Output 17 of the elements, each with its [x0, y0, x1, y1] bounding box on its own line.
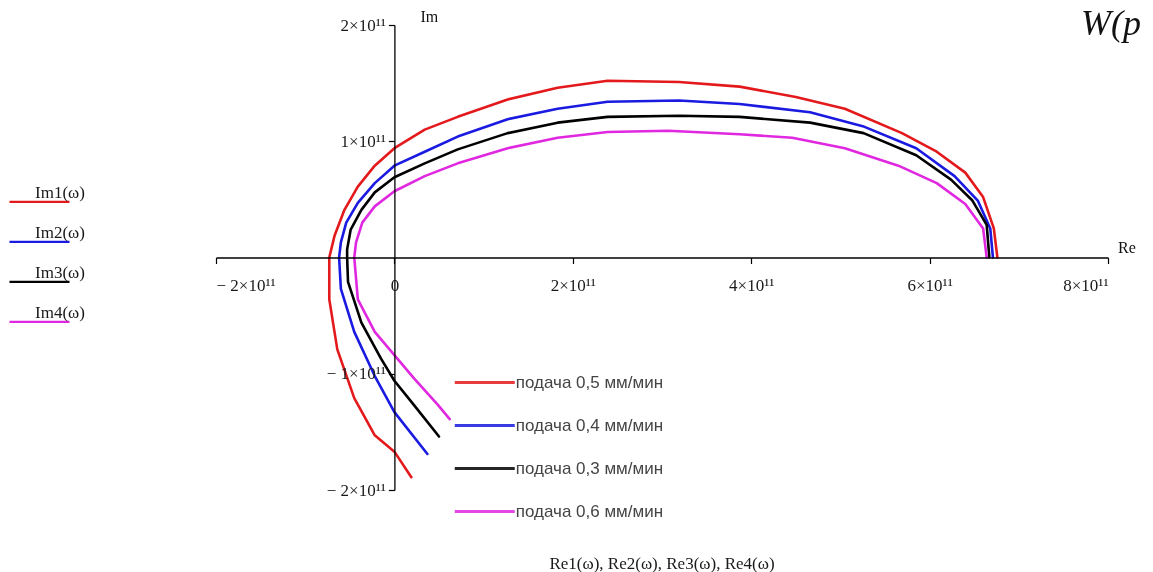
text: Re	[1118, 238, 1136, 256]
text: Im1(ω) Im2(ω) Im3(ω) Im4(ω)	[35, 182, 85, 322]
x-tick-label: 2×10¹¹	[550, 276, 596, 295]
text: Im	[420, 8, 439, 25]
x-tick-label: − 2×10¹¹	[216, 276, 276, 295]
x-tick-label: 6×10¹¹	[907, 276, 953, 295]
y-tick-label: 1×10¹¹	[340, 131, 386, 151]
x-tick-label: 4×10¹¹	[729, 276, 775, 295]
x-axis-title: Re1(ω), Re2(ω), Re3(ω), Re4(ω)	[549, 553, 775, 572]
y-tick-label: − 2×10¹¹	[326, 480, 386, 500]
x-tick-label: 8×10¹¹	[1063, 276, 1109, 295]
y-tick-label: 2×10¹¹	[340, 15, 386, 35]
annotation: W(p	[1081, 3, 1141, 43]
legend-label: подача 0,4 мм/мин	[515, 415, 664, 435]
legend-label: подача 0,3 мм/мин	[515, 458, 664, 478]
legend-label: подача 0,5 мм/мин	[515, 372, 664, 392]
legend-label: подача 0,6 мм/мин	[515, 501, 664, 521]
